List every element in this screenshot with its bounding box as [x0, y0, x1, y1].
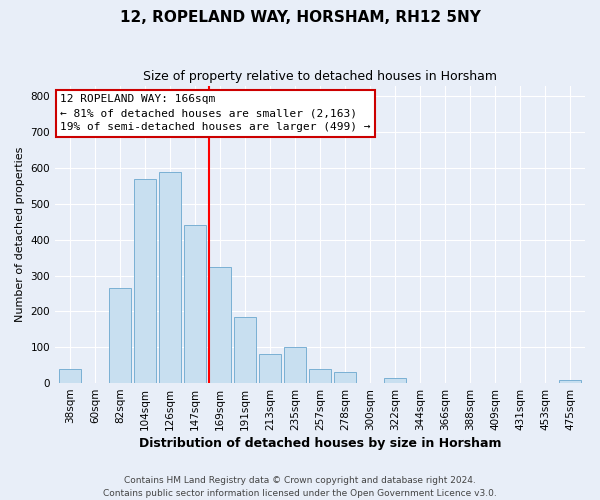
Bar	[385, 378, 406, 383]
Bar	[334, 372, 356, 383]
Bar	[134, 179, 155, 383]
Bar	[209, 266, 230, 383]
Text: Contains HM Land Registry data © Crown copyright and database right 2024.
Contai: Contains HM Land Registry data © Crown c…	[103, 476, 497, 498]
Bar	[109, 288, 131, 383]
Bar	[284, 347, 305, 383]
Text: 12 ROPELAND WAY: 166sqm
← 81% of detached houses are smaller (2,163)
19% of semi: 12 ROPELAND WAY: 166sqm ← 81% of detache…	[61, 94, 371, 132]
Bar	[559, 380, 581, 383]
Bar	[259, 354, 281, 383]
Bar	[235, 317, 256, 383]
Bar	[184, 226, 206, 383]
X-axis label: Distribution of detached houses by size in Horsham: Distribution of detached houses by size …	[139, 437, 501, 450]
Bar	[160, 172, 181, 383]
Title: Size of property relative to detached houses in Horsham: Size of property relative to detached ho…	[143, 70, 497, 83]
Y-axis label: Number of detached properties: Number of detached properties	[15, 146, 25, 322]
Text: 12, ROPELAND WAY, HORSHAM, RH12 5NY: 12, ROPELAND WAY, HORSHAM, RH12 5NY	[119, 10, 481, 25]
Bar	[59, 370, 80, 383]
Bar	[310, 370, 331, 383]
